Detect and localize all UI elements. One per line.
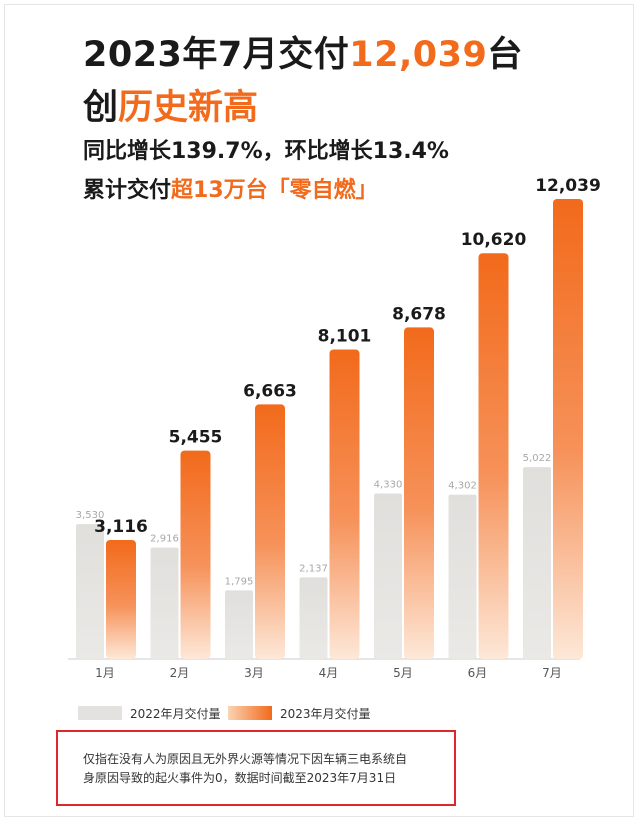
bar-2023-5 [404,327,434,659]
label-2023-3: 6,663 [243,381,297,401]
legend-label-2023: 2023年月交付量 [280,706,371,721]
bar-2022-2 [150,547,179,659]
label-2022-5: 4,330 [374,480,403,491]
bar-2023-7 [553,199,583,659]
label-2023-7: 12,039 [535,176,601,196]
x-tick-2: 2月 [170,666,190,680]
footnote-box: 仅指在没有人为原因且无外界火源等情况下因车辆三电系统自 身原因导致的起火事件为0… [56,730,456,806]
growth-stats: 同比增长139.7%，环比增长13.4% [83,139,449,164]
bar-2022-4 [299,577,328,659]
legend-label-2022: 2022年月交付量 [130,706,221,721]
headline-title: 2023年7月交付12,039台 [83,26,523,77]
headline-record: 创历史新高 [83,79,258,130]
x-tick-1: 1月 [95,666,115,680]
label-2023-4: 8,101 [318,326,372,346]
label-2022-3: 1,795 [225,576,254,587]
bar-2022-3 [225,590,253,659]
x-tick-5: 5月 [393,666,413,680]
record-accent: 历史新高 [118,88,259,128]
x-tick-6: 6月 [468,666,488,680]
cumulative-prefix: 累计交付 [83,178,172,203]
bar-2022-1 [76,524,104,659]
bar-2023-1 [106,539,136,659]
legend-item-2022: 2022年月交付量 [78,705,221,721]
legend-item-2023: 2023年月交付量 [228,705,371,721]
headline-prefix: 2023年7月交付 [83,35,350,75]
bar-2023-4 [329,349,360,659]
label-2022-2: 2,916 [150,534,179,545]
bar-2023-6 [478,253,509,659]
bar-2022-7 [523,467,551,659]
bar-2023-2 [180,450,211,659]
legend-swatch-gray [78,706,122,720]
label-2022-6: 4,302 [448,481,477,492]
label-2023-1: 3,116 [94,517,148,537]
label-2023-2: 5,455 [169,428,223,448]
cumulative-stats: 累计交付超13万台「零自燃」 [83,172,378,204]
headline-number: 12,039 [349,35,488,75]
x-tick-3: 3月 [244,666,264,680]
label-2022-4: 2,137 [299,563,328,574]
label-2022-1: 3,530 [76,510,105,521]
label-2022-7: 5,022 [523,453,552,464]
label-2023-5: 8,678 [392,304,446,324]
footnote-line-1: 仅指在没有人为原因且无外界火源等情况下因车辆三电系统自 [83,752,408,766]
headline-suffix: 台 [487,35,523,75]
page-frame [4,4,634,817]
cumulative-accent: 超13万台「零自燃」 [171,178,378,203]
label-2023-6: 10,620 [461,230,527,250]
bar-2023-3 [255,404,285,659]
record-prefix: 创 [83,88,119,128]
bar-2022-6 [448,494,477,659]
bar-2022-5 [374,493,402,659]
x-tick-4: 4月 [319,666,339,680]
legend-swatch-orange [228,706,272,720]
x-tick-7: 7月 [542,666,562,680]
footnote-line-2: 身原因导致的起火事件为0，数据时间截至2023年7月31日 [83,771,397,785]
